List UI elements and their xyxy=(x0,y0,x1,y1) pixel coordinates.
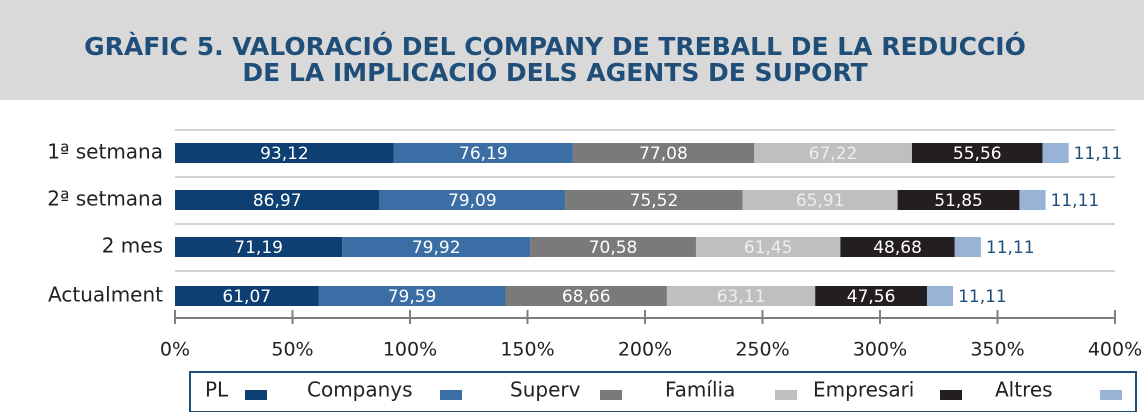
data-label: 77,08 xyxy=(639,144,688,164)
x-tick-label: 100% xyxy=(383,339,437,361)
x-tick-label: 400% xyxy=(1088,339,1142,361)
legend-swatch xyxy=(775,390,797,400)
bar-segment xyxy=(695,237,841,257)
bar-segment xyxy=(840,237,955,257)
data-label: 75,52 xyxy=(630,191,679,211)
bar-segment xyxy=(393,143,573,163)
data-label: 67,22 xyxy=(809,144,858,164)
bar-segment xyxy=(754,143,912,163)
y-tick-label: Actualment xyxy=(48,283,163,307)
chart-title: GRÀFIC 5. VALORACIÓ DEL COMPANY DE TREBA… xyxy=(84,31,1026,61)
bar-segment xyxy=(911,143,1043,163)
title-band xyxy=(0,0,1144,100)
x-tick-label: 250% xyxy=(735,339,789,361)
data-label: 55,56 xyxy=(953,144,1002,164)
x-tick-label: 200% xyxy=(618,339,672,361)
bar-segment xyxy=(815,286,927,306)
bar-segment xyxy=(666,286,816,306)
bar-segment xyxy=(1019,190,1046,210)
data-label: 71,19 xyxy=(234,238,283,258)
data-label: 65,91 xyxy=(796,191,845,211)
y-tick-label: 2ª setmana xyxy=(47,187,163,211)
data-label: 47,56 xyxy=(847,287,896,307)
bar-segment xyxy=(530,237,696,257)
bar-segment xyxy=(505,286,667,306)
bar-segment xyxy=(1042,143,1069,163)
x-tick-label: 150% xyxy=(500,339,554,361)
bar-segment xyxy=(175,286,319,306)
x-tick-label: 0% xyxy=(160,339,190,361)
y-tick-label: 2 mes xyxy=(102,234,163,258)
data-label: 61,07 xyxy=(222,287,271,307)
legend-swatch xyxy=(245,390,267,400)
bar-segment xyxy=(897,190,1020,210)
legend-label: Família xyxy=(665,378,735,402)
bar-segment xyxy=(954,237,981,257)
legend-label: Altres xyxy=(995,378,1053,402)
bar-segment xyxy=(318,286,506,306)
bar-segment xyxy=(379,190,566,210)
data-label: 11,11 xyxy=(986,238,1035,258)
legend-label: Superv xyxy=(510,378,581,402)
y-tick-label: 1ª setmana xyxy=(47,140,163,164)
bar-segment xyxy=(175,237,343,257)
bar-segment xyxy=(565,190,743,210)
data-label: 76,19 xyxy=(459,144,508,164)
data-label: 79,09 xyxy=(448,191,497,211)
chart-title: DE LA IMPLICACIÓ DELS AGENTS DE SUPORT xyxy=(242,57,867,87)
data-label: 93,12 xyxy=(260,144,309,164)
data-label: 70,58 xyxy=(589,238,638,258)
data-label: 86,97 xyxy=(253,191,302,211)
data-label: 68,66 xyxy=(562,287,611,307)
bar-segment xyxy=(342,237,531,257)
data-label: 79,92 xyxy=(412,238,461,258)
data-label: 61,45 xyxy=(744,238,793,258)
data-label: 11,11 xyxy=(958,287,1007,307)
data-label: 11,11 xyxy=(1051,191,1100,211)
legend-label: Companys xyxy=(307,378,413,402)
data-label: 63,11 xyxy=(717,287,766,307)
bar-segment xyxy=(926,286,954,306)
bar-segment xyxy=(572,143,755,163)
data-label: 51,85 xyxy=(934,191,983,211)
legend-swatch xyxy=(1100,390,1122,400)
data-label: 79,59 xyxy=(388,287,437,307)
legend-swatch xyxy=(600,390,622,400)
bar-segment xyxy=(742,190,898,210)
legend-swatch xyxy=(940,390,962,400)
data-label: 48,68 xyxy=(873,238,922,258)
legend-swatch xyxy=(440,390,462,400)
x-tick-label: 300% xyxy=(853,339,907,361)
x-tick-label: 350% xyxy=(970,339,1024,361)
x-tick-label: 50% xyxy=(271,339,313,361)
bar-segment xyxy=(175,143,394,163)
legend-label: PL xyxy=(205,378,229,402)
bar-segment xyxy=(175,190,380,210)
data-label: 11,11 xyxy=(1074,144,1123,164)
legend-label: Empresari xyxy=(813,378,914,402)
